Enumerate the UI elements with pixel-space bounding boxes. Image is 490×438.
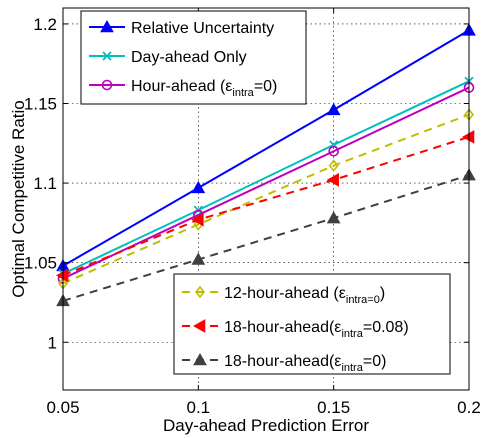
legend-label: Hour-ahead (εintra=0) [131,78,277,99]
series-5 [55,130,475,283]
data-point [328,145,339,157]
data-point [191,252,206,265]
y-tick-label: 1.05 [24,254,57,273]
series-line-5 [62,135,470,277]
legend-marker [193,352,207,366]
y-tick-label: 1.2 [33,15,57,34]
legend-label: 18-hour-ahead(εintra=0.08) [224,319,409,340]
legend-marker [100,19,114,33]
data-point [191,180,206,194]
legend-marker [194,285,206,299]
y-tick-label: 1.15 [24,95,57,114]
y-axis-label: Optimal Competitive Ratio [9,100,28,297]
legend-label: 12-hour-ahead (εintra=0) [224,285,385,306]
legend-label: Day-ahead Only [131,49,247,66]
legend-label: Relative Uncertainty [131,20,274,37]
legend-lower: 12-hour-ahead (εintra=0) 18-hour-ahead(εi… [173,273,451,375]
data-point [55,268,69,283]
legend-box [173,273,451,375]
series-line-4 [62,113,470,285]
data-point [328,159,339,172]
legend-label: 18-hour-ahead(εintra=0) [224,353,386,374]
ticks: 0.05 0.1 0.15 0.2 1 1.05 1.1 1.15 1.2 [24,8,481,417]
data-point [461,130,475,144]
legend-upper: Relative Uncertainty Day-ahead Only Hour-a… [80,10,307,105]
legend-marker [101,79,113,91]
data-point [326,173,339,187]
data-point [326,211,341,224]
plot-frame [62,7,470,391]
series-group [55,23,476,307]
data-point [191,212,204,227]
series-line-1 [62,29,470,267]
x-axis-label: Day-ahead Prediction Error [163,416,369,435]
y-tick-label: 1.1 [33,174,57,193]
x-tick-label: 0.2 [457,398,481,417]
x-tick-label: 0.05 [46,398,79,417]
legend-marker [192,319,206,333]
x-tick-label: 0.1 [187,398,211,417]
series-line-2 [62,80,470,275]
data-point [326,102,341,116]
series-line-6 [62,174,470,302]
legend-marker [102,51,112,61]
y-tick-label: 1 [48,333,57,352]
x-tick-label: 0.15 [317,398,350,417]
